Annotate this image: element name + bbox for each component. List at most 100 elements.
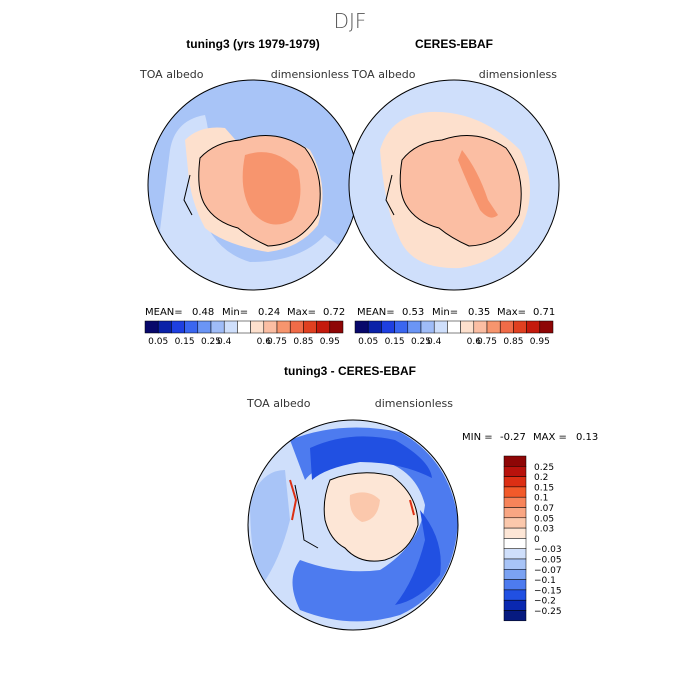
colorbar-observations: 0.05 0.15 0.250.4 0.60.75 0.85 0.95 — [354, 320, 554, 347]
colorbar-swatch — [503, 579, 527, 591]
coast-positive-line — [289, 479, 415, 521]
colorbar-swatch — [367, 320, 382, 334]
colorbar-swatch — [503, 476, 527, 488]
colorbar-swatch — [276, 320, 291, 334]
colorbar-tick-label: −0.25 — [534, 607, 562, 617]
mean-value: 0.53 — [402, 307, 424, 318]
colorbar-tick-label: 0.95 — [320, 337, 340, 347]
colorbar-swatch — [503, 466, 527, 477]
colorbar-tick-label: 0.15 — [385, 337, 405, 347]
panel-obs-title: CERES-EBAF — [415, 37, 493, 51]
colorbar-tick-label: 0.85 — [293, 337, 313, 347]
panel-difference: tuning3 - CERES-EBAF TOA albedo dimensio… — [246, 364, 598, 631]
panel-model-variable: TOA albedo — [139, 68, 204, 81]
panel-diff-title: tuning3 - CERES-EBAF — [284, 364, 416, 378]
colorbar-swatch — [503, 610, 527, 622]
colorbar-tick-label: 0.05 — [358, 337, 378, 347]
colorbar-tick-label: −0.05 — [534, 556, 562, 566]
figure-title: DJF — [334, 9, 367, 33]
colorbar-tick-label: 0.4 — [217, 337, 232, 347]
colorbar-swatch — [447, 320, 461, 334]
light-negative-zone — [250, 470, 290, 585]
map-diff-border — [247, 419, 459, 631]
antarctica-coast-field — [400, 135, 522, 246]
colorbar-difference: 0.250.20.150.10.070.050.030−0.03−0.05−0.… — [503, 455, 562, 622]
min-label: Min= — [222, 307, 248, 318]
colorbar-swatch — [316, 320, 331, 334]
colorbar-tick-label: −0.07 — [534, 566, 562, 576]
colorbar-swatch — [289, 320, 304, 334]
colorbar-tick-label: 0.05 — [148, 337, 168, 347]
mean-label: MEAN= — [145, 307, 183, 318]
colorbar-swatch — [433, 320, 448, 334]
colorbar-swatch — [197, 320, 212, 334]
colorbar-swatch — [184, 320, 199, 334]
colorbar-swatch — [503, 589, 527, 601]
colorbar-swatch — [503, 569, 527, 580]
colorbar-swatch — [223, 320, 238, 334]
panel-diff-units: dimensionless — [375, 397, 454, 410]
colorbar-tick-label: 0.25 — [411, 337, 431, 347]
panel-observations: CERES-EBAF TOA albedo dimensionless MEAN… — [348, 37, 560, 347]
map-difference — [248, 420, 458, 630]
map-model — [148, 80, 358, 290]
stats-model: MEAN= 0.48 Min= 0.24 Max= 0.72 — [145, 307, 345, 318]
colorbar-swatch — [499, 320, 514, 334]
colorbar-tick-label: 0.03 — [534, 525, 554, 535]
colorbar-tick-label: 0.25 — [201, 337, 221, 347]
colorbar-swatch — [144, 320, 159, 334]
colorbar-swatch — [503, 486, 527, 498]
panel-obs-variable: TOA albedo — [351, 68, 416, 81]
antarctica-outline — [294, 472, 419, 562]
map-observations — [349, 80, 559, 290]
colorbar-tick-label: 0.4 — [427, 337, 442, 347]
colorbar-swatch — [460, 320, 475, 334]
antarctica-positive-patch — [349, 492, 380, 522]
colorbar-tick-label: 0.05 — [534, 514, 554, 524]
colorbar-tick-label: −0.15 — [534, 586, 562, 596]
colorbar-tick-label: 0.25 — [534, 463, 554, 473]
colorbar-swatch — [171, 320, 185, 334]
max-value: 0.13 — [576, 432, 598, 443]
colorbar-tick-label: 0 — [534, 535, 540, 545]
colorbar-swatch — [526, 320, 541, 334]
antarctica-interior-field — [458, 150, 498, 218]
min-label: MIN = — [462, 432, 493, 443]
colorbar-swatch — [210, 320, 225, 334]
colorbar-swatch — [503, 517, 527, 529]
strong-negative-zone — [310, 436, 441, 605]
colorbar-swatch — [354, 320, 369, 334]
colorbar-swatch — [503, 548, 527, 560]
colorbar-tick-label: 0.6 — [257, 337, 272, 347]
min-value: 0.35 — [468, 307, 490, 318]
colorbar-swatch — [157, 320, 172, 334]
antarctica-outline — [183, 135, 321, 247]
colorbar-tick-label: 0.15 — [175, 337, 195, 347]
colorbar-swatch — [420, 320, 435, 334]
antarctica-interior-field — [242, 152, 301, 225]
mean-value: 0.48 — [192, 307, 214, 318]
colorbar-tick-label: −0.1 — [534, 576, 556, 586]
colorbar-swatch — [486, 320, 501, 334]
max-label: MAX = — [533, 432, 567, 443]
colorbar-swatch — [250, 320, 265, 334]
colorbar-tick-label: −0.03 — [534, 545, 562, 555]
mean-label: MEAN= — [357, 307, 395, 318]
panel-model: tuning3 (yrs 1979-1979) TOA albedo dimen… — [139, 37, 359, 347]
colorbar-swatch — [407, 320, 422, 334]
colorbar-swatch — [473, 320, 488, 334]
colorbar-swatch — [503, 455, 527, 467]
colorbar-swatch — [503, 527, 527, 539]
colorbar-swatch — [503, 507, 527, 519]
colorbar-swatch — [303, 320, 317, 334]
colorbar-tick-label: 0.6 — [467, 337, 482, 347]
colorbar-swatch — [329, 320, 344, 334]
panel-diff-variable: TOA albedo — [246, 397, 311, 410]
colorbar-swatch — [503, 599, 527, 611]
colorbar-model: 0.05 0.15 0.250.4 0.60.75 0.85 0.95 — [144, 320, 344, 347]
colorbar-swatch — [503, 558, 527, 570]
colorbar-swatch — [539, 320, 554, 334]
colorbar-swatch — [503, 496, 527, 508]
map-obs-border — [348, 79, 560, 291]
colorbar-swatch — [263, 320, 278, 334]
